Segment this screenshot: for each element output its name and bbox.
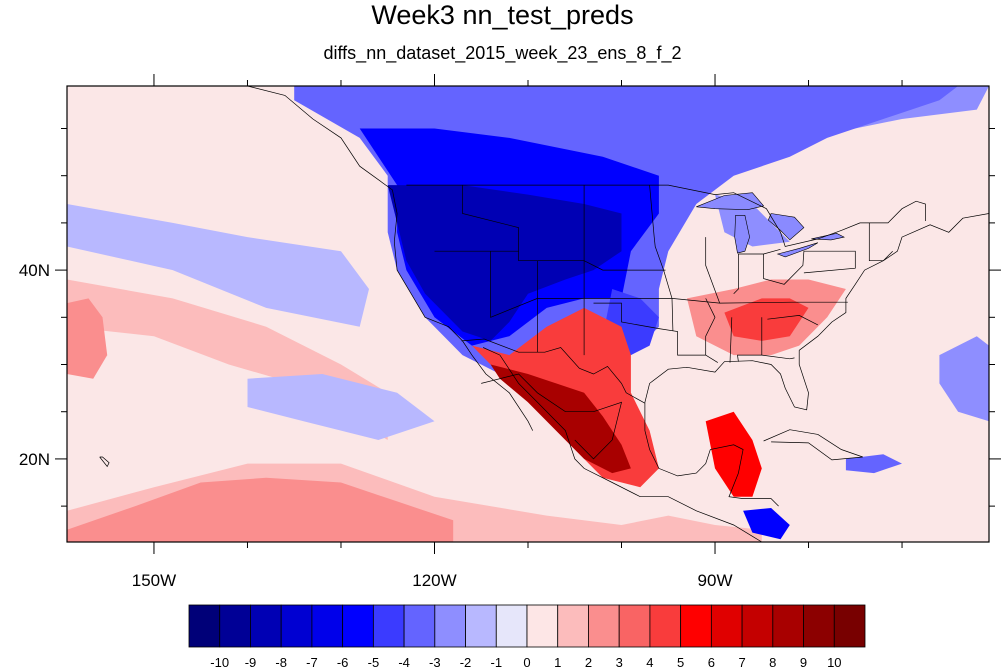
colorbar-box [403, 604, 436, 648]
lon-tick-label: 90W [698, 571, 733, 590]
colorbar-box [557, 604, 589, 648]
us-canada-border [406, 184, 926, 247]
state-border-row-7 [593, 302, 718, 363]
colorbar-tick-label: -4 [398, 655, 410, 670]
colorbar-box [680, 604, 712, 648]
lake-erie [776, 242, 819, 258]
state-border-row-8 [705, 298, 716, 356]
colorbar-tick-label: 6 [708, 655, 715, 670]
lake-michigan [734, 215, 750, 254]
field-region-tropical-east-pacific-negative [247, 374, 435, 440]
cuba [763, 429, 863, 461]
colorbar-tick-label: 10 [827, 655, 841, 670]
field-region-nicaragua-negative [743, 508, 790, 540]
colorbar-tick-label: -3 [429, 655, 441, 670]
colorbar-box [311, 604, 344, 648]
state-border-row-17 [738, 248, 781, 255]
colorbar-tick-label: -7 [306, 655, 318, 670]
colorbar-tick-label: 8 [769, 655, 776, 670]
lon-tick-label: 150W [132, 571, 176, 590]
map-axis-labels: 150W 120W 90W 40N 20N [19, 261, 733, 590]
chart-title: Week3 nn_test_preds [371, 0, 634, 30]
field-region-subtropical-west-pacific-positive [67, 279, 388, 440]
colorbar-tick-label: -9 [245, 655, 257, 670]
colorbar-box [803, 604, 835, 648]
colorbar-tick-label: -2 [460, 655, 472, 670]
mexico-gulf-coast [644, 402, 779, 507]
colorbar-box [649, 604, 682, 648]
colorbar-tick-label: 5 [677, 655, 684, 670]
colorbar-box [495, 604, 528, 648]
colorbar-tick-label: -6 [337, 655, 349, 670]
colorbar-box [219, 604, 251, 648]
gulf-coast [644, 350, 809, 411]
north-america-pacific-coast [247, 86, 534, 431]
colorbar-box [372, 604, 405, 648]
state-border-row-14 [763, 251, 805, 285]
colorbar-tick-label: -8 [275, 655, 287, 670]
colorbar-box [526, 604, 559, 648]
colorbar-box [833, 604, 866, 648]
field-region-west-us-negative-core [387, 185, 622, 341]
colorbar-box [618, 604, 651, 648]
colorbar-box [741, 604, 774, 648]
colorbar-tick-label: -5 [368, 655, 380, 670]
atlantic-coast [798, 213, 989, 351]
colorbar-box [588, 604, 620, 648]
gulf-of-california-east-coast [482, 347, 762, 542]
state-border-row-18 [868, 222, 893, 262]
colorbar-labels: -10 -9 -8 -7 -6 -5 -4 -3 -2 -1 0 1 2 3 4 5 6 7 8 9 10 [210, 655, 841, 670]
state-border-row-11 [761, 354, 795, 360]
colorbar-box [710, 604, 743, 648]
colorbar-tick-label: 0 [523, 655, 530, 670]
state-border-row-6 [649, 185, 674, 331]
colorbar-box [772, 604, 804, 648]
field-region-southeast-us-positive-core [724, 298, 809, 341]
colorbar-tick-label: 2 [585, 655, 592, 670]
state-border-row-15 [803, 250, 856, 274]
field-region-hawaii-north-positive [67, 298, 108, 379]
state-border-row-1 [462, 185, 666, 271]
colorbar-tick-label: -10 [210, 655, 229, 670]
colorbar-tick-label: 1 [554, 655, 561, 670]
colorbar-box [434, 604, 466, 648]
field-region-tropical-pacific-positive-core [67, 477, 454, 542]
state-border-row-16 [767, 315, 819, 326]
state-border-row-12 [705, 237, 721, 304]
colorbar-box [342, 604, 374, 648]
colorbar-tick-label: 7 [738, 655, 745, 670]
colorbar-tick-label: 4 [646, 655, 653, 670]
geographic-boundaries [99, 86, 989, 542]
state-border-row-3 [490, 251, 848, 318]
field-region-caribbean-negative [845, 454, 902, 474]
colorbar-box [188, 604, 221, 648]
state-border-row-13 [733, 254, 739, 294]
lon-tick-label: 120W [412, 571, 456, 590]
colorbar [188, 604, 866, 648]
lat-tick-label: 20N [19, 450, 50, 469]
lake-huron [767, 213, 805, 241]
field-region-caribbean-east-negative [939, 336, 989, 422]
field-region-mexico-positive-core [490, 364, 631, 474]
state-border-row-9 [729, 317, 733, 363]
contour-field [67, 86, 989, 542]
mexico-state-borders [481, 373, 622, 460]
state-border-row-10 [737, 317, 763, 362]
field-region-pacific-coast-negative [67, 204, 369, 327]
hawaii [99, 456, 110, 468]
colorbar-box [280, 604, 313, 648]
colorbar-tick-label: -1 [491, 655, 503, 670]
field-region-central-america-positive [705, 411, 762, 497]
colorbar-tick-label: 9 [800, 655, 807, 670]
map-axis-ticks [55, 74, 1001, 554]
colorbar-box [465, 604, 497, 648]
chart-subtitle: diffs_nn_dataset_2015_week_23_ens_8_f_2 [323, 43, 682, 63]
lat-tick-label: 40N [19, 261, 50, 280]
lake-superior [696, 192, 765, 211]
colorbar-tick-label: 3 [616, 655, 623, 670]
us-mexico-border [461, 338, 646, 404]
colorbar-box [250, 604, 282, 648]
